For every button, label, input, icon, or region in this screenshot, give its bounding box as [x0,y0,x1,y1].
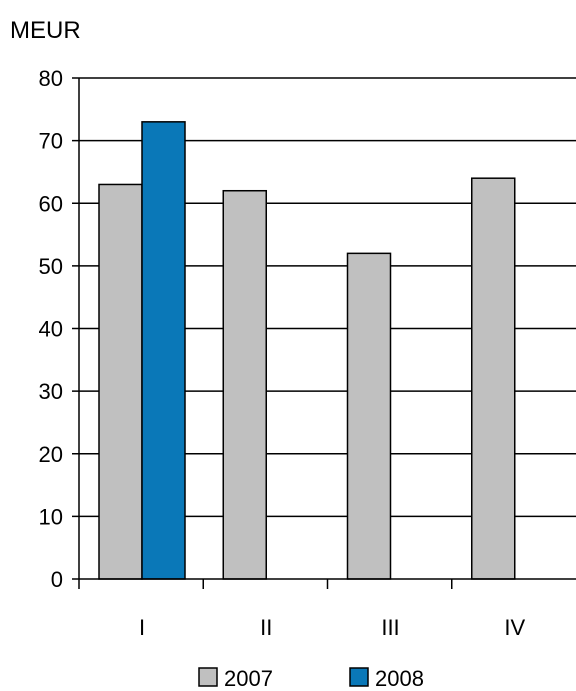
bar-2007-III [346,252,392,580]
legend-label-2008: 2008 [375,666,424,691]
bar-2007-IV [471,177,516,580]
legend: 2007 2008 [198,666,424,691]
axes [72,77,576,589]
bars [98,121,516,580]
unit-label: MEUR [10,17,81,44]
x-tick-label: I [139,615,145,640]
legend-swatch-2008 [349,667,369,687]
y-tick-label: 10 [39,504,63,529]
y-tick-label: 80 [39,66,63,91]
y-tick-label: 50 [39,254,63,279]
y-tick-label: 40 [39,317,63,342]
x-tick-labels: I II III IV [139,615,526,640]
legend-swatch-2007 [198,667,218,687]
bar-2007-II [222,189,267,580]
y-tick-label: 0 [51,567,63,592]
y-tick-labels: 0 10 20 30 40 50 60 70 80 [39,66,63,592]
y-tick-label: 70 [39,129,63,154]
bar-2008-I [141,121,186,580]
y-tick-label: 20 [39,442,63,467]
y-tick-label: 30 [39,379,63,404]
x-tick-label: II [260,615,272,640]
legend-label-2007: 2007 [224,666,273,691]
x-tick-label: III [381,615,399,640]
y-tick-label: 60 [39,191,63,216]
bar-2007-I [98,183,143,580]
x-tick-label: IV [504,615,525,640]
